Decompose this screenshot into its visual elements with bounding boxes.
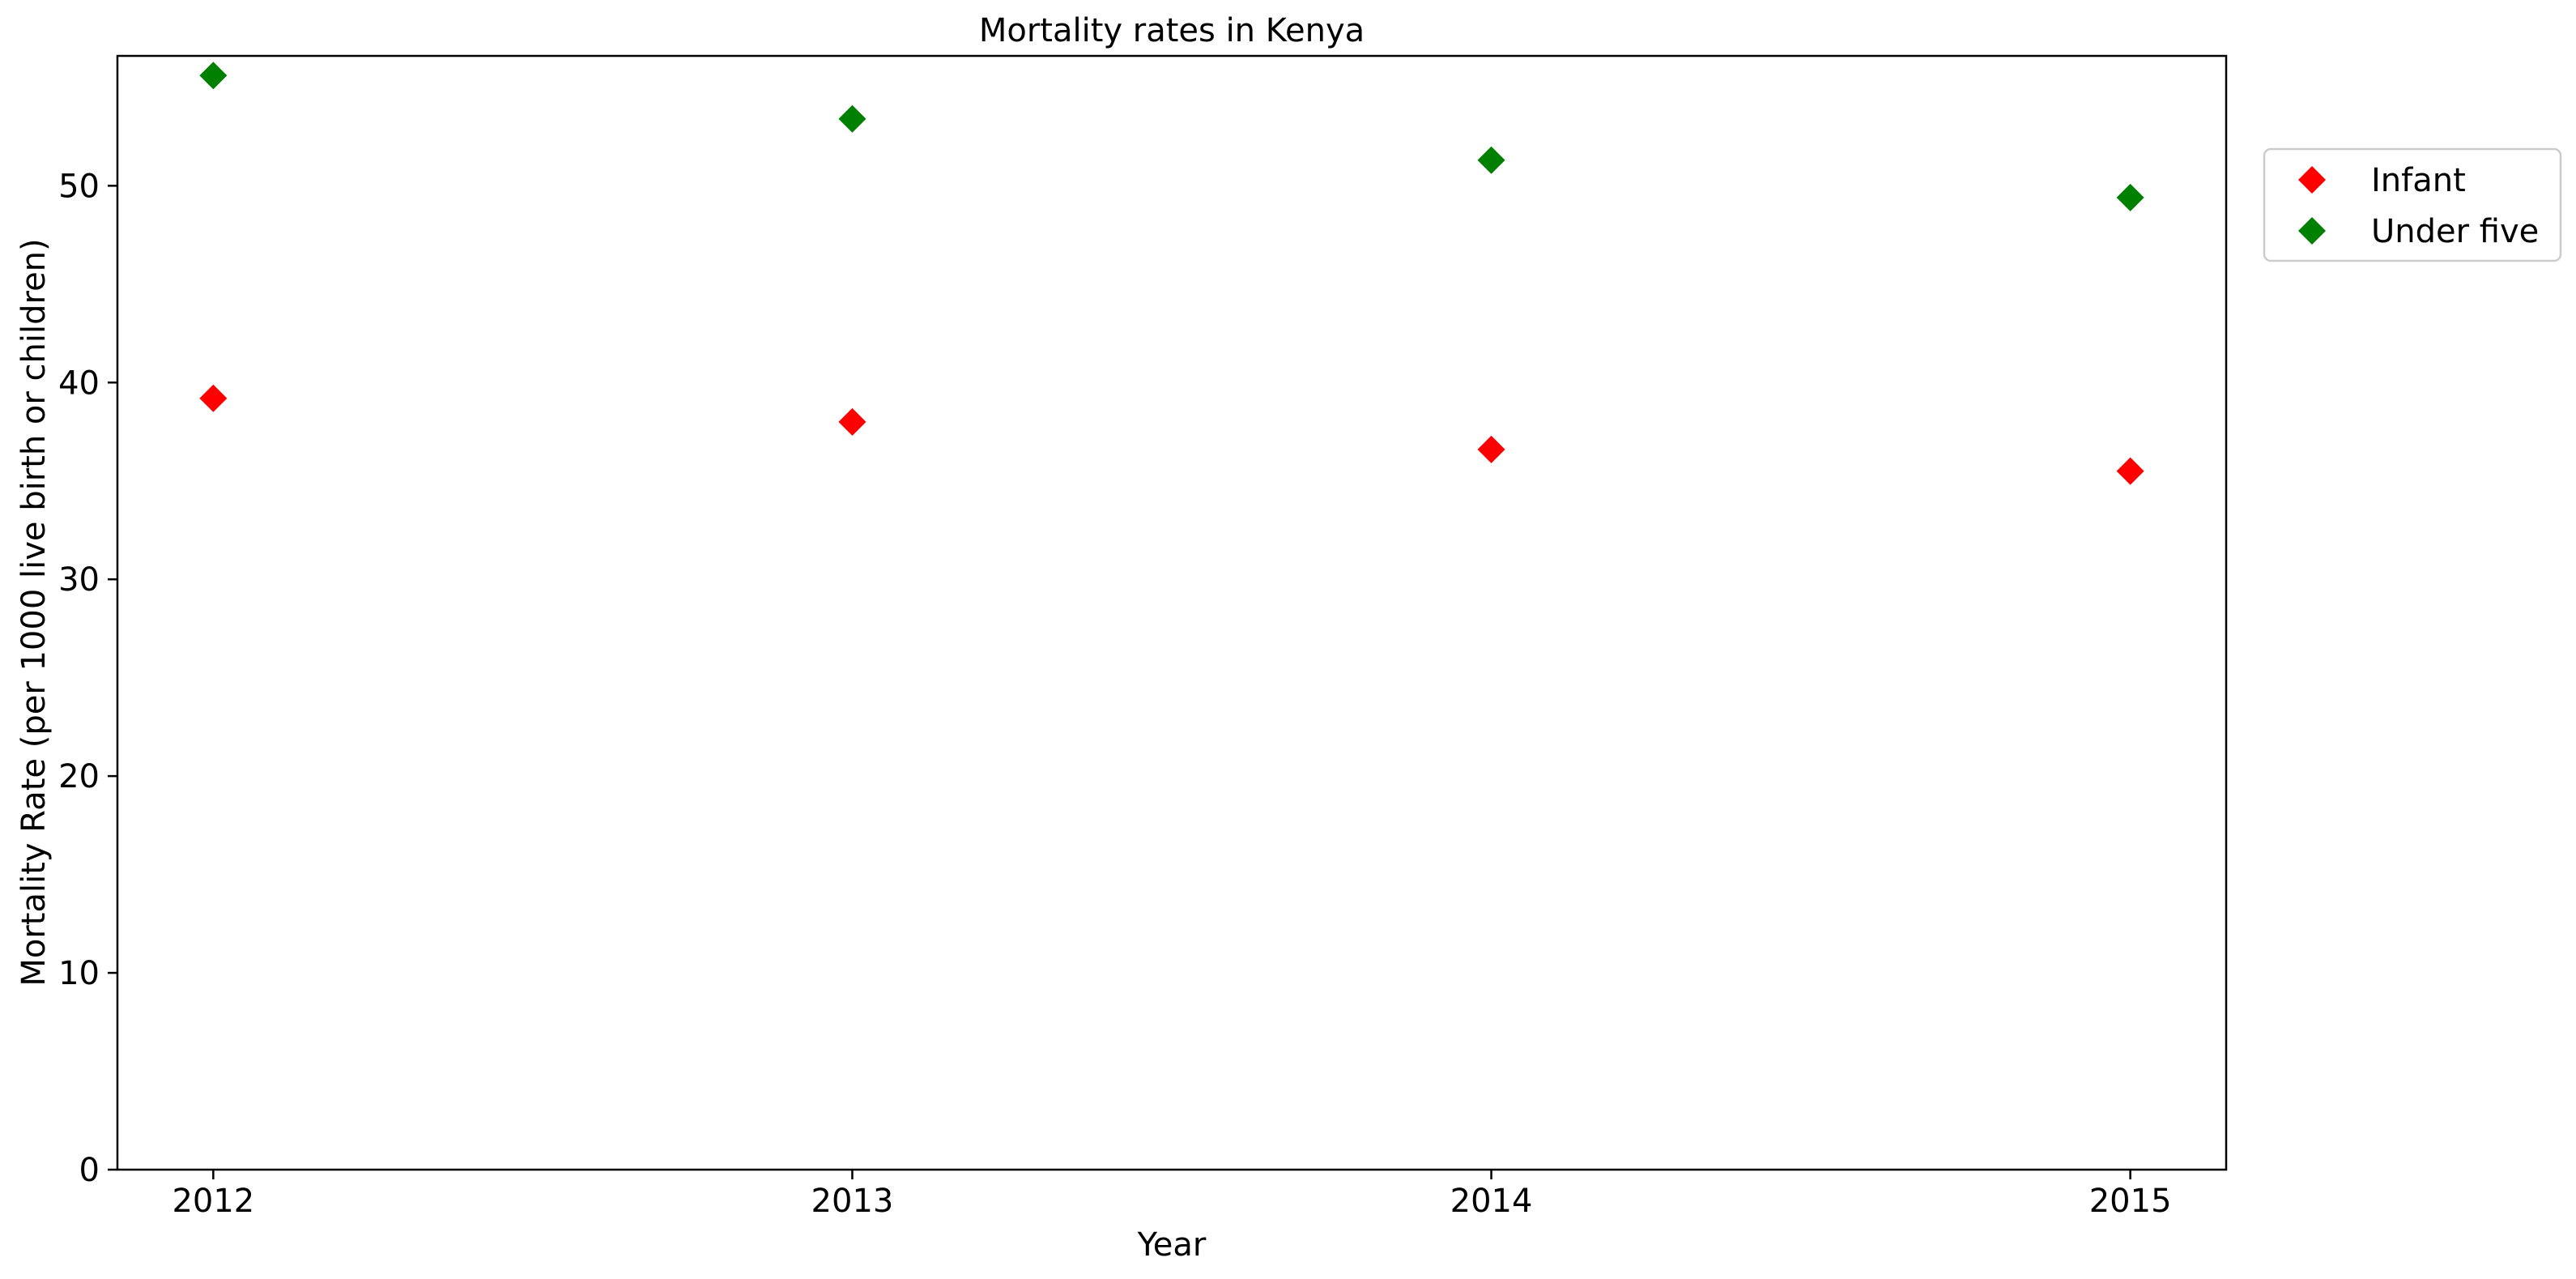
x-axis: 2012 2013 2014 2015 (172, 1170, 2172, 1220)
plot-frame (116, 54, 2228, 1171)
x-tick-label: 2013 (811, 1183, 894, 1220)
infant-point-2015 (2116, 457, 2144, 485)
y-tick-label: 10 (58, 955, 100, 992)
data-markers (199, 62, 2144, 485)
legend-frame (2263, 147, 2562, 262)
legend-marker-infant (2298, 166, 2326, 194)
legend-items: Infant Under five (2298, 162, 2539, 250)
legend-label-under-five: Under five (2371, 213, 2539, 250)
y-tick-label: 20 (58, 758, 100, 795)
y-axis-label: Mortality Rate (per 1000 live birth or c… (15, 238, 53, 986)
chart-title: Mortality rates in Kenya (979, 12, 1365, 49)
x-tick-label: 2015 (2089, 1183, 2172, 1220)
y-tick-label: 50 (58, 168, 100, 205)
x-tick-label: 2012 (172, 1183, 254, 1220)
under-five-point-2015 (2116, 183, 2144, 211)
x-axis-label: Year (1137, 1226, 1207, 1264)
legend-marker-under-five (2298, 217, 2326, 245)
y-tick-label: 0 (79, 1152, 100, 1189)
under-five-point-2013 (838, 104, 866, 133)
infant-point-2014 (1477, 435, 1505, 463)
legend: Infant Under five (2263, 147, 2562, 262)
under-five-point-2014 (1477, 146, 1505, 174)
y-tick-label: 40 (58, 365, 100, 402)
infant-point-2012 (199, 384, 228, 412)
under-five-point-2012 (199, 62, 228, 90)
x-tick-label: 2014 (1450, 1183, 1533, 1220)
y-axis: 0 10 20 30 40 50 (58, 168, 117, 1189)
legend-label-infant: Infant (2371, 162, 2466, 199)
infant-point-2013 (838, 407, 866, 436)
y-tick-label: 30 (58, 561, 100, 599)
